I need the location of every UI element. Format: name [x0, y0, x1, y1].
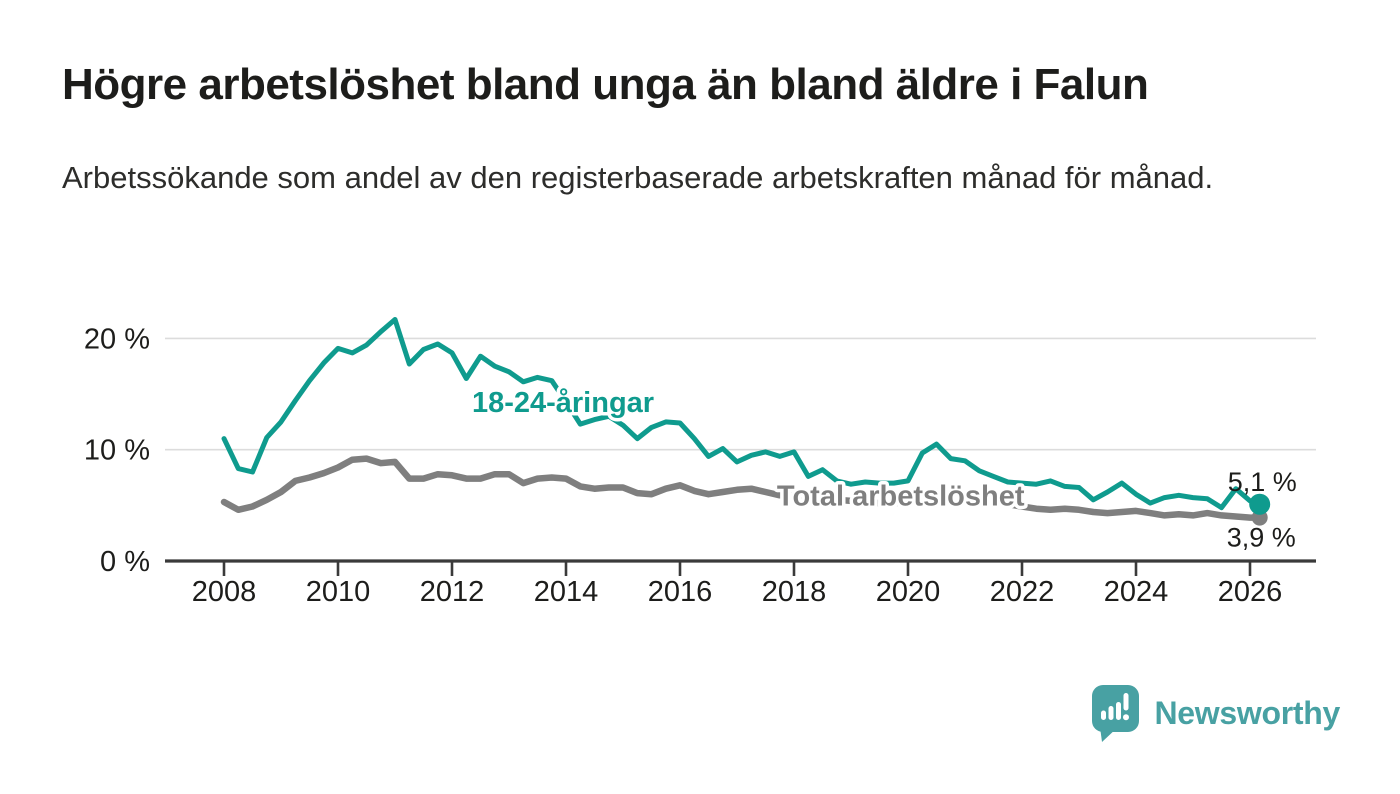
end-value-label-total-arbetsl-shet: 3,9 %	[1227, 523, 1296, 553]
y-tick-label-20: 20 %	[84, 323, 150, 355]
x-tick-label-2018: 2018	[762, 576, 827, 608]
end-dot-18-24-ringar	[1249, 493, 1271, 515]
x-tick-label-2024: 2024	[1104, 576, 1169, 608]
page-title: Högre arbetslöshet bland unga än bland ä…	[62, 60, 1149, 109]
x-tick-label-2026: 2026	[1218, 576, 1283, 608]
x-tick-label-2010: 2010	[306, 576, 371, 608]
y-tick-label-10: 10 %	[84, 435, 150, 467]
end-value-label-18-24-ringar: 5,1 %	[1228, 467, 1297, 497]
newsworthy-logo-speech-bubble-bar-chart-icon	[1091, 685, 1139, 742]
x-tick-label-2020: 2020	[876, 576, 941, 608]
series-line-total-arbetsl-shet	[220, 455, 1263, 521]
series-label-total-arbetsl-shet: Total arbetslöshet	[777, 480, 1025, 512]
speech-bubble-shape	[1091, 685, 1139, 742]
series-line-18-24-ringar	[221, 317, 1263, 511]
x-tick-label-2022: 2022	[990, 576, 1055, 608]
exclamation-dot	[1122, 714, 1129, 721]
x-tick-label-2016: 2016	[648, 576, 713, 608]
x-tick-label-2014: 2014	[534, 576, 599, 608]
chart-subtitle: Arbetssökande som andel av den registerb…	[62, 160, 1214, 195]
x-tick-label-2008: 2008	[192, 576, 257, 608]
series-label-18-24-ringar: 18-24-åringar	[472, 387, 654, 419]
brand-name: Newsworthy	[1154, 694, 1341, 731]
x-tick-label-2012: 2012	[420, 576, 485, 608]
y-tick-label-0: 0 %	[100, 546, 150, 578]
bar-chart-glyph	[1100, 693, 1129, 721]
footer-branding: Newsworthy	[1091, 682, 1341, 744]
